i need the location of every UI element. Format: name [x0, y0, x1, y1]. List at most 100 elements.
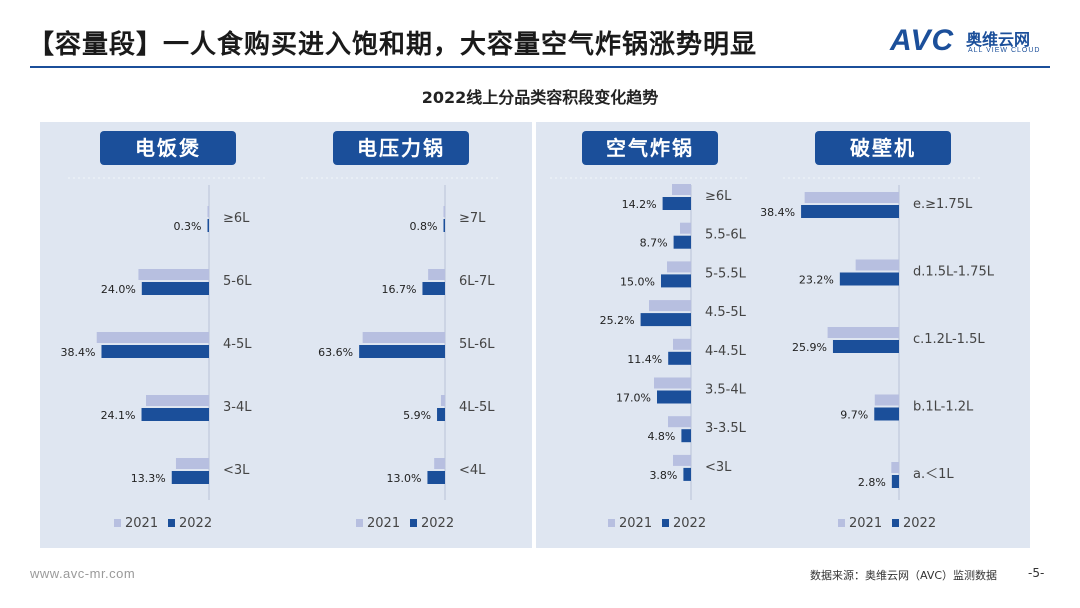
- category-label: 5L-6L: [459, 337, 495, 352]
- category-label: 3-3.5L: [705, 421, 747, 436]
- category-label: 5-6L: [223, 274, 252, 289]
- header-divider: [30, 66, 1050, 68]
- bar-2022: [839, 272, 899, 286]
- chart-title: 电饭煲: [135, 136, 201, 160]
- bar-2022: [668, 351, 691, 365]
- bar-2021: [443, 206, 445, 217]
- bar-2022: [101, 345, 209, 358]
- chart-badge-4: [815, 131, 951, 165]
- bar-2022: [207, 219, 209, 232]
- legend-2021: 2021: [849, 516, 882, 531]
- legend-2022: 2022: [673, 516, 706, 531]
- chart-badge-3: [582, 131, 718, 165]
- bar-2021: [649, 300, 691, 312]
- category-label: <3L: [705, 460, 732, 475]
- bar-2021: [138, 269, 209, 280]
- data-label: 13.0%: [386, 472, 421, 485]
- category-label: ≥6L: [223, 211, 250, 226]
- category-label: b.1L-1.2L: [913, 400, 974, 415]
- bar-2022: [683, 467, 691, 481]
- legend-2021: 2021: [125, 516, 158, 531]
- chart-title: 空气炸锅: [606, 136, 694, 160]
- footer-website: www.avc-mr.com: [30, 566, 136, 581]
- category-label: c.1.2L-1.5L: [913, 332, 985, 347]
- bar-2022: [891, 475, 899, 488]
- bar-2021: [668, 416, 691, 428]
- bar-2021: [654, 377, 691, 389]
- legend-2022: 2022: [903, 516, 936, 531]
- bar-2021: [146, 395, 209, 406]
- bar-2022: [874, 407, 899, 421]
- bar-2022: [141, 282, 209, 295]
- bar-2021: [680, 222, 691, 234]
- data-label: 4.8%: [647, 430, 675, 443]
- category-label: 4-5L: [223, 337, 252, 352]
- bar-2021: [855, 259, 899, 271]
- logo-mark: AVC: [890, 24, 955, 57]
- category-label: 3-4L: [223, 400, 252, 415]
- bar-2021: [673, 338, 691, 350]
- data-label: 13.3%: [131, 472, 166, 485]
- category-label: ≥7L: [459, 211, 486, 226]
- legend-2022: 2022: [421, 516, 454, 531]
- bar-2022: [171, 471, 209, 484]
- bar-2021: [672, 184, 691, 195]
- bar-2022: [681, 429, 691, 443]
- data-label: 63.6%: [318, 346, 353, 359]
- data-label: 24.1%: [101, 409, 136, 422]
- bar-2022: [673, 235, 691, 249]
- bar-2022: [422, 282, 445, 295]
- data-label: 0.3%: [174, 220, 202, 233]
- data-label: 9.7%: [840, 409, 868, 422]
- data-label: 14.2%: [622, 198, 657, 211]
- chart-title: 破壁机: [850, 136, 916, 160]
- bar-2021: [96, 332, 209, 343]
- bar-2021: [434, 458, 445, 469]
- bar-2021: [891, 462, 899, 473]
- bar-2021: [804, 192, 899, 203]
- category-label: ≥6L: [705, 189, 732, 204]
- legend-swatch-2022: [410, 519, 417, 527]
- data-label: 3.8%: [649, 469, 677, 482]
- bar-2021: [667, 261, 691, 273]
- data-label: 38.4%: [760, 206, 795, 219]
- bar-2022: [662, 197, 691, 210]
- data-label: 0.8%: [410, 220, 438, 233]
- bar-2021: [428, 269, 445, 280]
- page-number: -5-: [1028, 566, 1045, 580]
- bar-2021: [874, 394, 899, 406]
- category-label: 5-5.5L: [705, 266, 747, 281]
- bar-2022: [141, 408, 209, 421]
- page-title: 【容量段】一人食购买进入饱和期，大容量空气炸锅涨势明显: [28, 30, 758, 60]
- bar-2021: [207, 206, 209, 217]
- legend-swatch-2022: [892, 519, 899, 527]
- category-label: e.≥1.75L: [913, 197, 973, 212]
- data-label: 24.0%: [101, 283, 136, 296]
- category-label: 4L-5L: [459, 400, 495, 415]
- bar-2022: [443, 219, 445, 232]
- data-label: 25.9%: [792, 341, 827, 354]
- data-label: 2.8%: [858, 476, 886, 489]
- avc-logo: AVC 奥维云网 ALL VIEW CLOUD: [890, 24, 1060, 62]
- chart-subtitle: 2022线上分品类容积段变化趋势: [421, 88, 659, 107]
- bar-2022: [640, 313, 691, 327]
- data-label: 5.9%: [403, 409, 431, 422]
- category-label: 4-4.5L: [705, 344, 747, 359]
- data-label: 25.2%: [600, 314, 635, 327]
- data-label: 8.7%: [640, 237, 668, 250]
- bar-2022: [832, 340, 899, 353]
- bar-2021: [440, 395, 445, 406]
- bar-2022: [801, 205, 899, 218]
- bar-2022: [437, 408, 445, 421]
- legend-swatch-2021: [356, 519, 363, 527]
- chart-title: 电压力锅: [357, 136, 445, 160]
- data-label: 17.0%: [616, 392, 651, 405]
- bar-2021: [362, 332, 445, 343]
- category-label: 5.5-6L: [705, 228, 747, 243]
- bar-2022: [359, 345, 445, 358]
- category-label: 6L-7L: [459, 274, 495, 289]
- data-label: 38.4%: [61, 346, 96, 359]
- category-label: <4L: [459, 463, 486, 478]
- category-label: 4.5-5L: [705, 305, 747, 320]
